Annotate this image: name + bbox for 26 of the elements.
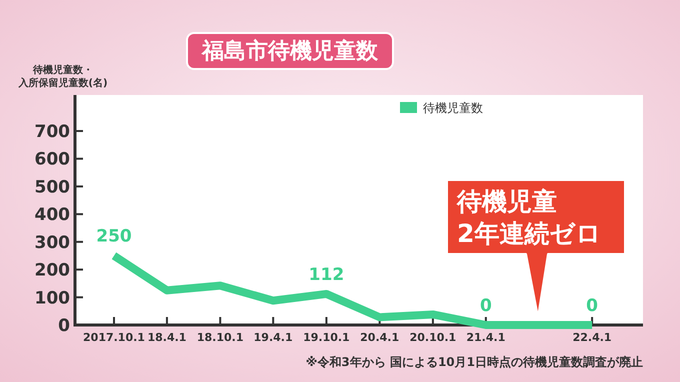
x-tick-label: 2017.10.1 xyxy=(83,331,145,344)
x-tick-label: 19.10.1 xyxy=(303,331,350,344)
data-label: 0 xyxy=(586,296,598,316)
x-tick-label: 19.4.1 xyxy=(254,331,293,344)
chart-title: 福島市待機児童数 xyxy=(201,38,379,64)
annotation: 待機児童 2年連続ゼロ xyxy=(456,187,602,248)
y-tick-label: 200 xyxy=(34,260,70,281)
y-tick-label: 500 xyxy=(34,177,70,198)
y-tick-label: 400 xyxy=(34,205,70,226)
legend-label: 待機児童数 xyxy=(423,101,483,115)
x-tick-label: 21.4.1 xyxy=(466,331,506,344)
x-tick-label: 18.10.1 xyxy=(196,331,244,344)
data-label: 250 xyxy=(96,226,132,247)
y-tick-label: 300 xyxy=(34,232,70,253)
y-tick-label: 600 xyxy=(34,150,70,170)
data-label: 0 xyxy=(480,296,492,316)
y-tick-label: 0 xyxy=(58,316,70,336)
data-label: 112 xyxy=(308,264,344,285)
text: ※令和3年から 国による10月1日時点の待機児童数調査が廃止 xyxy=(306,355,643,369)
x-tick-label: 20.4.1 xyxy=(360,331,400,344)
y-tick-label: 700 xyxy=(34,122,70,142)
x-tick-label: 18.4.1 xyxy=(147,331,186,344)
x-tick-label: 22.4.1 xyxy=(572,331,612,344)
y-tick-label: 100 xyxy=(34,288,70,308)
x-tick-label: 20.10.1 xyxy=(410,331,456,344)
y-axis-title: 待機児童数・入所保留児童数(名) xyxy=(17,64,109,90)
